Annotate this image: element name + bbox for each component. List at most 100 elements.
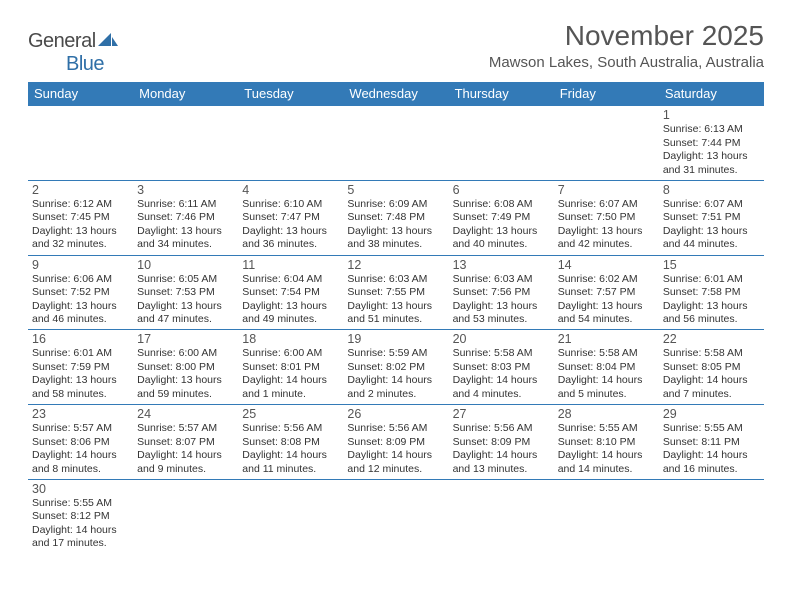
calendar-week-row: 30Sunrise: 5:55 AMSunset: 8:12 PMDayligh… [28,479,764,553]
day-header-row: Sunday Monday Tuesday Wednesday Thursday… [28,82,764,106]
sunrise-text: Sunrise: 5:55 AM [32,497,129,510]
calendar-cell: 2Sunrise: 6:12 AMSunset: 7:45 PMDaylight… [28,180,133,255]
sunset-text: Sunset: 8:09 PM [453,436,550,449]
daylight-text: Daylight: 13 hours and 31 minutes. [663,150,760,177]
sunset-text: Sunset: 8:04 PM [558,361,655,374]
daylight-text: Daylight: 13 hours and 49 minutes. [242,300,339,327]
calendar-cell [343,106,448,180]
sunset-text: Sunset: 7:51 PM [663,211,760,224]
calendar-cell [343,479,448,553]
sunrise-text: Sunrise: 6:00 AM [137,347,234,360]
day-number: 11 [242,257,339,273]
sunrise-text: Sunrise: 5:55 AM [663,422,760,435]
calendar-cell: 18Sunrise: 6:00 AMSunset: 8:01 PMDayligh… [238,330,343,405]
day-number: 15 [663,257,760,273]
daylight-text: Daylight: 13 hours and 32 minutes. [32,225,129,252]
location-subtitle: Mawson Lakes, South Australia, Australia [489,54,764,71]
daylight-text: Daylight: 13 hours and 44 minutes. [663,225,760,252]
sunrise-text: Sunrise: 6:07 AM [663,198,760,211]
daylight-text: Daylight: 13 hours and 40 minutes. [453,225,550,252]
sunset-text: Sunset: 7:55 PM [347,286,444,299]
calendar-cell: 21Sunrise: 5:58 AMSunset: 8:04 PMDayligh… [554,330,659,405]
sunset-text: Sunset: 8:12 PM [32,510,129,523]
day-number: 20 [453,331,550,347]
sunrise-text: Sunrise: 6:03 AM [453,273,550,286]
day-number: 14 [558,257,655,273]
sunrise-text: Sunrise: 6:02 AM [558,273,655,286]
sunset-text: Sunset: 7:59 PM [32,361,129,374]
sunset-text: Sunset: 7:49 PM [453,211,550,224]
title-block: November 2025 Mawson Lakes, South Austra… [489,20,764,71]
calendar-cell: 4Sunrise: 6:10 AMSunset: 7:47 PMDaylight… [238,180,343,255]
daylight-text: Daylight: 13 hours and 59 minutes. [137,374,234,401]
daylight-text: Daylight: 13 hours and 47 minutes. [137,300,234,327]
daylight-text: Daylight: 14 hours and 7 minutes. [663,374,760,401]
sunrise-text: Sunrise: 5:56 AM [242,422,339,435]
sunrise-text: Sunrise: 5:56 AM [347,422,444,435]
sunrise-text: Sunrise: 6:01 AM [32,347,129,360]
sunset-text: Sunset: 8:07 PM [137,436,234,449]
day-number: 9 [32,257,129,273]
day-number: 23 [32,406,129,422]
daylight-text: Daylight: 14 hours and 12 minutes. [347,449,444,476]
calendar-cell: 7Sunrise: 6:07 AMSunset: 7:50 PMDaylight… [554,180,659,255]
page-header: GeneralBlue November 2025 Mawson Lakes, … [28,20,764,76]
daylight-text: Daylight: 14 hours and 9 minutes. [137,449,234,476]
brand-name-part1: General [28,30,96,52]
day-number: 24 [137,406,234,422]
daylight-text: Daylight: 13 hours and 38 minutes. [347,225,444,252]
sunrise-text: Sunrise: 5:56 AM [453,422,550,435]
month-title: November 2025 [489,20,764,52]
sunrise-text: Sunrise: 6:07 AM [558,198,655,211]
sunrise-text: Sunrise: 5:58 AM [558,347,655,360]
sunset-text: Sunset: 8:01 PM [242,361,339,374]
brand-name-part2: Blue [66,53,104,75]
day-number: 5 [347,182,444,198]
sunset-text: Sunset: 7:52 PM [32,286,129,299]
sunset-text: Sunset: 7:54 PM [242,286,339,299]
sunset-text: Sunset: 8:06 PM [32,436,129,449]
calendar-cell: 26Sunrise: 5:56 AMSunset: 8:09 PMDayligh… [343,405,448,480]
sunrise-text: Sunrise: 6:10 AM [242,198,339,211]
sunrise-text: Sunrise: 6:06 AM [32,273,129,286]
sunset-text: Sunset: 8:09 PM [347,436,444,449]
day-header: Monday [133,82,238,106]
daylight-text: Daylight: 14 hours and 13 minutes. [453,449,550,476]
sunrise-text: Sunrise: 5:58 AM [663,347,760,360]
calendar-cell [133,479,238,553]
calendar-cell: 3Sunrise: 6:11 AMSunset: 7:46 PMDaylight… [133,180,238,255]
calendar-cell: 27Sunrise: 5:56 AMSunset: 8:09 PMDayligh… [449,405,554,480]
day-number: 2 [32,182,129,198]
daylight-text: Daylight: 13 hours and 46 minutes. [32,300,129,327]
sunset-text: Sunset: 7:47 PM [242,211,339,224]
calendar-cell [28,106,133,180]
calendar-week-row: 2Sunrise: 6:12 AMSunset: 7:45 PMDaylight… [28,180,764,255]
calendar-page: GeneralBlue November 2025 Mawson Lakes, … [0,0,792,564]
calendar-cell [449,106,554,180]
day-header: Wednesday [343,82,448,106]
calendar-cell [238,479,343,553]
sunrise-text: Sunrise: 6:00 AM [242,347,339,360]
day-number: 7 [558,182,655,198]
calendar-body: 1Sunrise: 6:13 AMSunset: 7:44 PMDaylight… [28,106,764,554]
daylight-text: Daylight: 13 hours and 42 minutes. [558,225,655,252]
sunrise-text: Sunrise: 6:08 AM [453,198,550,211]
daylight-text: Daylight: 14 hours and 8 minutes. [32,449,129,476]
day-number: 10 [137,257,234,273]
calendar-cell: 25Sunrise: 5:56 AMSunset: 8:08 PMDayligh… [238,405,343,480]
calendar-cell: 28Sunrise: 5:55 AMSunset: 8:10 PMDayligh… [554,405,659,480]
calendar-cell: 16Sunrise: 6:01 AMSunset: 7:59 PMDayligh… [28,330,133,405]
day-number: 18 [242,331,339,347]
sunrise-text: Sunrise: 5:57 AM [137,422,234,435]
calendar-cell: 19Sunrise: 5:59 AMSunset: 8:02 PMDayligh… [343,330,448,405]
daylight-text: Daylight: 13 hours and 54 minutes. [558,300,655,327]
daylight-text: Daylight: 13 hours and 36 minutes. [242,225,339,252]
sunset-text: Sunset: 8:03 PM [453,361,550,374]
sunset-text: Sunset: 7:57 PM [558,286,655,299]
day-number: 12 [347,257,444,273]
sunrise-text: Sunrise: 6:04 AM [242,273,339,286]
calendar-table: Sunday Monday Tuesday Wednesday Thursday… [28,82,764,554]
sunset-text: Sunset: 8:05 PM [663,361,760,374]
daylight-text: Daylight: 14 hours and 2 minutes. [347,374,444,401]
calendar-cell: 20Sunrise: 5:58 AMSunset: 8:03 PMDayligh… [449,330,554,405]
